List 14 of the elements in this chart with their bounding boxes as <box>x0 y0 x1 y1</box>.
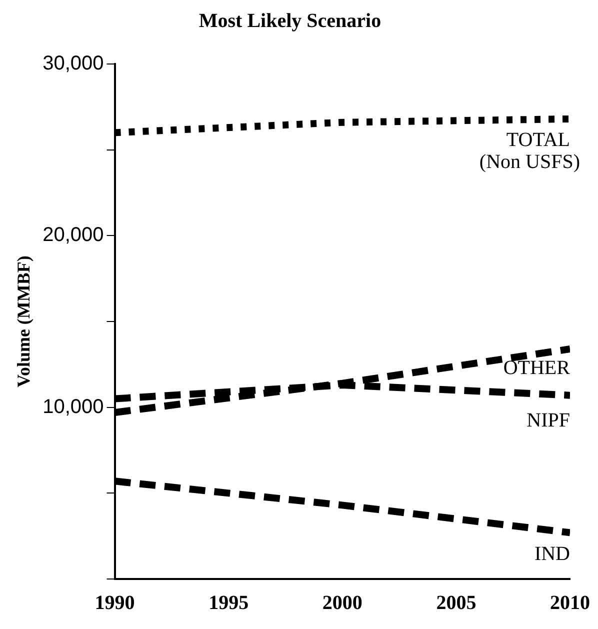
x-tick-label: 2010 <box>550 592 590 614</box>
x-tick-label: 1995 <box>208 592 249 614</box>
series-label: TOTAL (Non USFS) <box>479 129 580 174</box>
chart-title: Most Likely Scenario <box>198 10 382 32</box>
series-label: OTHER <box>503 357 571 380</box>
y-axis-title: Volume (MMBF) <box>13 256 34 388</box>
y-tick-label: 10,000 <box>42 396 104 418</box>
y-tick-label: 20,000 <box>42 224 104 246</box>
x-tick-label: 2005 <box>436 592 476 614</box>
x-tick-label: 2000 <box>322 592 362 614</box>
y-tick-label: 30,000 <box>42 52 104 75</box>
series-label: IND <box>534 542 570 565</box>
x-tick-label: 1990 <box>94 592 135 614</box>
series-label: NIPF <box>526 410 570 432</box>
